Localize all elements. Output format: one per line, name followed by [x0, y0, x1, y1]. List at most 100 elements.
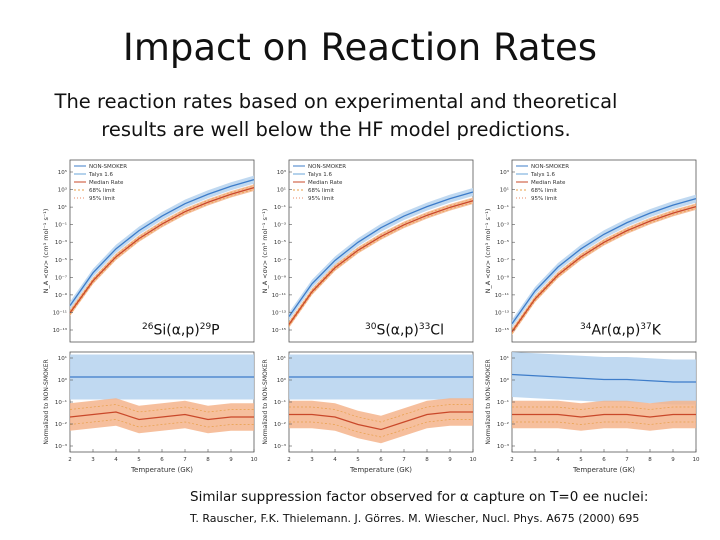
ratio-limit-upper: [512, 406, 696, 410]
median-rate-line: [288, 200, 474, 325]
median-rate-line: [511, 205, 697, 333]
x-tick-label: 6: [602, 457, 606, 463]
rate-chart-2: 10³ 10¹ 10⁻¹ 10⁻³ 10⁻⁵ 10⁻⁷ 10⁻⁹ 10⁻¹¹ 10⁻¹³ 10⁻¹…: [261, 159, 477, 474]
ratio-y-tick-label: 10¹: [58, 355, 67, 362]
legend-label: Median Rate: [89, 180, 124, 186]
ratio-y-axis-label: Normalized to NON-SMOKER: [262, 359, 269, 444]
x-tick-label: 5: [579, 457, 583, 463]
main-plot-frame: [511, 159, 697, 343]
ratio-y-tick-label: 10⁰: [58, 377, 68, 384]
x-tick-label: 5: [137, 457, 141, 463]
y-tick-label: 10¹: [500, 187, 509, 194]
x-tick-label: 9: [671, 457, 675, 463]
ratio-y-tick-label: 10⁻²: [497, 421, 509, 428]
y-tick-label: 10⁻⁹: [497, 274, 509, 281]
slide-title: Impact on Reaction Rates: [122, 26, 598, 69]
x-tick-label: 7: [183, 457, 187, 463]
y-tick-label: 10¹: [277, 187, 286, 194]
non-smoker-line: [288, 191, 474, 317]
y-tick-label: 10⁻¹³: [53, 327, 67, 334]
legend-label: 68% limit: [308, 188, 335, 194]
legend-label: 95% limit: [531, 196, 558, 202]
ratio-non-smoker-line: [511, 373, 696, 383]
limit-68-lower: [288, 202, 474, 327]
x-tick-label: 2: [287, 457, 291, 463]
limit-68-lower: [511, 208, 697, 334]
y-tick-label: 10⁻¹¹: [53, 309, 67, 316]
ratio-limit-lower: [289, 419, 473, 438]
x-tick-label: 10: [470, 457, 477, 463]
y-tick-label: 10⁻⁵: [274, 239, 286, 246]
x-tick-label: 10: [251, 457, 258, 463]
subtitle-line-1: The reaction rates based on experimental…: [54, 90, 618, 113]
y-tick-label: 10⁻¹¹: [495, 292, 509, 299]
ratio-y-tick-label: 10⁰: [500, 377, 510, 384]
x-tick-label: 3: [91, 457, 95, 463]
x-tick-label: 9: [229, 457, 233, 463]
chart-panel-1: 10⁵ 10³ 10¹ 10⁻¹ 10⁻³ 10⁻⁵ 10⁻⁷ 10⁻⁹ 10⁻¹¹ 10⁻¹³ N…: [36, 152, 258, 478]
reaction-label: 26Si(α,p)29P: [140, 322, 222, 339]
y-tick-label: 10⁻⁵: [55, 257, 67, 264]
x-tick-label: 3: [533, 457, 537, 463]
y-axis-label: N_A <σv> (cm³ mol⁻¹ s⁻¹): [42, 209, 50, 294]
y-tick-label: 10⁻⁹: [55, 292, 67, 299]
ratio-y-tick-label: 10⁻³: [497, 443, 509, 450]
x-axis-label: Temperature (GK): [572, 466, 635, 474]
subtitle-line-2: results are well below the HF model pred…: [101, 118, 571, 141]
limit-68-upper: [69, 185, 255, 312]
ratio-y-tick-label: 10⁰: [277, 377, 287, 384]
ratio-non-smoker-band: [512, 352, 696, 405]
x-tick-label: 6: [379, 457, 383, 463]
ratio-y-axis-label: Normalized to NON-SMOKER: [485, 359, 492, 444]
non-smoker-line: [69, 179, 255, 306]
x-tick-label: 9: [448, 457, 452, 463]
median-rate-line: [69, 187, 255, 314]
y-tick-label: 10³: [277, 169, 286, 176]
y-tick-label: 10⁻³: [274, 222, 286, 229]
ratio-median-line: [289, 411, 473, 431]
ratio-y-tick-label: 10⁻¹: [274, 399, 286, 406]
legend-label: Median Rate: [531, 180, 566, 186]
ratio-median-band: [289, 398, 473, 444]
legend-label: Talys 1.6: [307, 172, 332, 178]
x-tick-label: 5: [356, 457, 360, 463]
y-tick-label: 10⁻⁷: [274, 257, 286, 264]
ratio-y-tick-label: 10¹: [500, 355, 509, 362]
y-tick-label: 10⁻¹⁵: [272, 327, 286, 334]
chart-panel-3: 10³ 10¹ 10⁻¹ 10⁻³ 10⁻⁵ 10⁻⁷ 10⁻⁹ 10⁻¹¹ 10⁻¹³ 10⁻¹…: [478, 152, 700, 478]
y-tick-label: 10⁻¹: [274, 204, 286, 211]
ratio-median-band: [70, 398, 254, 434]
legend-label: 68% limit: [89, 188, 116, 194]
ratio-limit-upper: [69, 404, 254, 413]
limit-68-lower: [69, 189, 255, 315]
limit-68-upper: [511, 204, 697, 331]
ratio-limit-lower: [69, 419, 254, 428]
y-tick-label: 10⁻¹¹: [272, 292, 286, 299]
ratio-y-tick-label: 10⁻³: [55, 443, 67, 450]
x-axis-label: Temperature (GK): [349, 466, 412, 474]
legend-label: NON-SMOKER: [531, 164, 569, 170]
x-axis-label: Temperature (GK): [130, 466, 193, 474]
x-tick-label: 7: [402, 457, 406, 463]
ratio-median-line: [69, 411, 254, 421]
y-axis-label: N_A <σv> (cm³ mol⁻¹ s⁻¹): [261, 209, 269, 294]
non-smoker-line: [511, 197, 697, 325]
reaction-label: 30S(α,p)33Cl: [363, 322, 446, 339]
y-tick-label: 10⁻⁷: [55, 274, 67, 281]
suppression-note: Similar suppression factor observed for …: [190, 489, 649, 505]
x-tick-label: 2: [510, 457, 514, 463]
legend-label: 68% limit: [531, 188, 558, 194]
x-tick-label: 7: [625, 457, 629, 463]
legend-label: 95% limit: [308, 196, 335, 202]
legend-label: NON-SMOKER: [308, 164, 346, 170]
legend-label: 95% limit: [89, 196, 116, 202]
chart-panel-2: 10³ 10¹ 10⁻¹ 10⁻³ 10⁻⁵ 10⁻⁷ 10⁻⁹ 10⁻¹¹ 10⁻¹³ 10⁻¹…: [255, 152, 477, 478]
legend-label: NON-SMOKER: [89, 164, 127, 170]
x-tick-label: 2: [68, 457, 72, 463]
x-tick-label: 8: [648, 457, 652, 463]
y-tick-label: 10⁻³: [55, 239, 67, 246]
x-tick-label: 4: [114, 457, 118, 463]
y-tick-label: 10⁵: [58, 169, 67, 176]
y-tick-label: 10⁻¹: [497, 204, 509, 211]
ratio-y-axis-label: Normalized to NON-SMOKER: [43, 359, 50, 444]
